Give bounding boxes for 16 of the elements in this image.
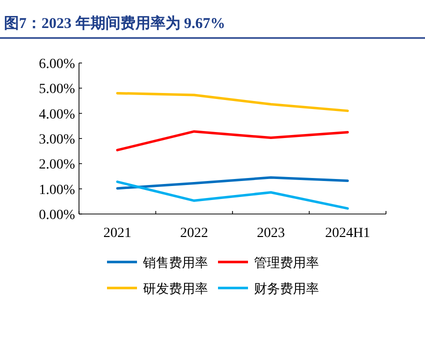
legend-label: 销售费用率 [142, 255, 208, 270]
x-tick-label: 2021 [103, 226, 132, 241]
x-tick-label: 2022 [180, 226, 208, 241]
y-tick-label: 0.00% [38, 208, 76, 223]
legend-label: 研发费用率 [143, 281, 208, 296]
y-tick-label: 1.00% [38, 182, 76, 198]
y-tick-label: 6.00% [38, 57, 76, 72]
legend-label: 管理费用率 [254, 255, 319, 270]
x-tick-label: 2023 [256, 226, 285, 241]
y-tick-label: 4.00% [38, 107, 76, 122]
legend-label: 财务费用率 [254, 281, 319, 296]
y-tick-label: 5.00% [38, 82, 76, 98]
y-tick-label: 3.00% [38, 132, 76, 148]
title: 图7：2023 年期间费用率为 9.67% [4, 16, 226, 32]
x-tick-label: 2024H1 [325, 226, 370, 241]
y-tick-label: 2.00% [38, 158, 76, 173]
